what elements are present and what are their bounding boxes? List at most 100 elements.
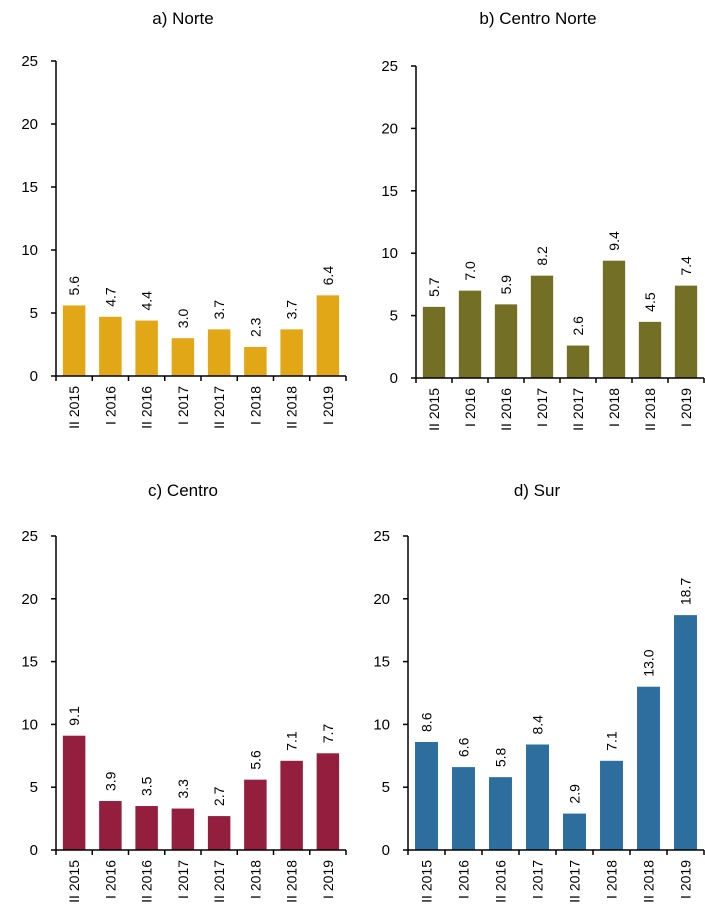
bar xyxy=(316,295,340,376)
x-tick-label: I 2016 xyxy=(456,860,472,899)
bar xyxy=(171,338,195,376)
bar xyxy=(62,305,86,376)
x-tick-label: II 2016 xyxy=(139,386,155,429)
y-tick-label: 10 xyxy=(21,242,38,259)
x-tick-label: I 2018 xyxy=(247,860,263,899)
y-tick-label: 5 xyxy=(30,779,38,796)
x-tick-label: I 2017 xyxy=(530,860,546,899)
data-label: 8.6 xyxy=(419,712,435,732)
data-label: 3.7 xyxy=(211,300,227,320)
data-label: 18.7 xyxy=(678,578,694,605)
bar xyxy=(674,285,698,378)
bar xyxy=(526,744,549,850)
data-label: 9.4 xyxy=(606,231,622,251)
bar xyxy=(602,260,626,378)
x-tick-label: I 2019 xyxy=(678,860,694,899)
x-tick-label: I 2016 xyxy=(462,388,478,427)
y-tick-label: 15 xyxy=(381,183,398,200)
data-label: 2.7 xyxy=(211,786,227,806)
y-tick-label: 5 xyxy=(30,305,38,322)
bar xyxy=(422,306,446,378)
x-tick-label: II 2017 xyxy=(567,860,583,903)
x-tick-label: I 2018 xyxy=(604,860,620,899)
x-tick-label: II 2016 xyxy=(498,388,514,431)
x-tick-label: II 2018 xyxy=(642,388,658,431)
data-label: 5.6 xyxy=(247,750,263,770)
bar xyxy=(280,760,303,850)
y-tick-label: 10 xyxy=(21,716,38,733)
data-label: 7.1 xyxy=(284,731,300,751)
data-label: 6.4 xyxy=(320,266,336,286)
x-tick-label: II 2015 xyxy=(426,388,442,431)
bar xyxy=(494,304,518,378)
y-tick-label: 0 xyxy=(390,370,398,387)
x-tick-label: II 2017 xyxy=(211,386,227,429)
x-tick-label: I 2018 xyxy=(247,386,263,425)
y-tick-label: 0 xyxy=(30,842,38,859)
data-label: 5.9 xyxy=(498,275,514,295)
chart-title: d) Sur xyxy=(514,481,561,500)
y-tick-label: 5 xyxy=(390,308,398,325)
y-tick-label: 10 xyxy=(381,245,398,262)
bar xyxy=(171,808,195,850)
bar xyxy=(99,316,122,376)
x-tick-label: I 2019 xyxy=(320,386,336,425)
x-tick-label: I 2017 xyxy=(175,860,191,899)
data-label: 7.0 xyxy=(462,261,478,281)
y-tick-label: 25 xyxy=(381,58,398,75)
y-tick-label: 15 xyxy=(373,654,390,671)
data-label: 2.3 xyxy=(247,317,263,337)
data-label: 5.8 xyxy=(493,747,509,767)
data-label: 8.4 xyxy=(530,715,546,735)
x-tick-label: II 2016 xyxy=(493,860,509,903)
x-tick-label: I 2017 xyxy=(175,386,191,425)
bar xyxy=(566,345,590,378)
data-label: 4.7 xyxy=(102,287,118,307)
y-tick-label: 15 xyxy=(21,654,38,671)
x-tick-label: I 2019 xyxy=(320,860,336,899)
y-tick-label: 20 xyxy=(373,591,390,608)
data-label: 4.5 xyxy=(642,292,658,312)
bar xyxy=(458,290,482,378)
x-tick-label: I 2016 xyxy=(102,860,118,899)
data-label: 3.3 xyxy=(175,779,191,799)
y-tick-label: 25 xyxy=(21,528,38,545)
data-label: 3.5 xyxy=(139,776,155,796)
x-tick-label: II 2017 xyxy=(570,388,586,431)
x-tick-label: II 2017 xyxy=(211,860,227,903)
chart-title: a) Norte xyxy=(152,9,213,28)
y-tick-label: 20 xyxy=(381,120,398,137)
y-tick-label: 25 xyxy=(373,528,390,545)
bar xyxy=(207,816,231,850)
bar xyxy=(489,777,512,850)
y-tick-label: 10 xyxy=(373,716,390,733)
data-label: 5.6 xyxy=(66,276,82,296)
bar xyxy=(452,767,475,850)
y-tick-label: 0 xyxy=(382,842,390,859)
x-tick-label: II 2018 xyxy=(284,386,300,429)
bar xyxy=(135,320,158,376)
y-tick-label: 15 xyxy=(21,179,38,196)
y-tick-label: 20 xyxy=(21,591,38,608)
chart-title: c) Centro xyxy=(148,481,218,500)
bar xyxy=(99,801,122,850)
data-label: 2.9 xyxy=(567,784,583,804)
bar xyxy=(207,329,231,376)
data-label: 5.7 xyxy=(426,277,442,297)
x-tick-label: II 2018 xyxy=(284,860,300,903)
x-tick-label: II 2015 xyxy=(66,860,82,903)
data-label: 4.4 xyxy=(139,291,155,311)
x-tick-label: I 2017 xyxy=(534,388,550,427)
data-label: 7.4 xyxy=(678,256,694,276)
bar xyxy=(415,741,438,850)
bar xyxy=(244,779,267,850)
bar xyxy=(244,347,267,376)
data-label: 2.6 xyxy=(570,316,586,336)
x-tick-label: II 2015 xyxy=(66,386,82,429)
data-label: 7.7 xyxy=(320,724,336,744)
x-tick-label: II 2016 xyxy=(139,860,155,903)
